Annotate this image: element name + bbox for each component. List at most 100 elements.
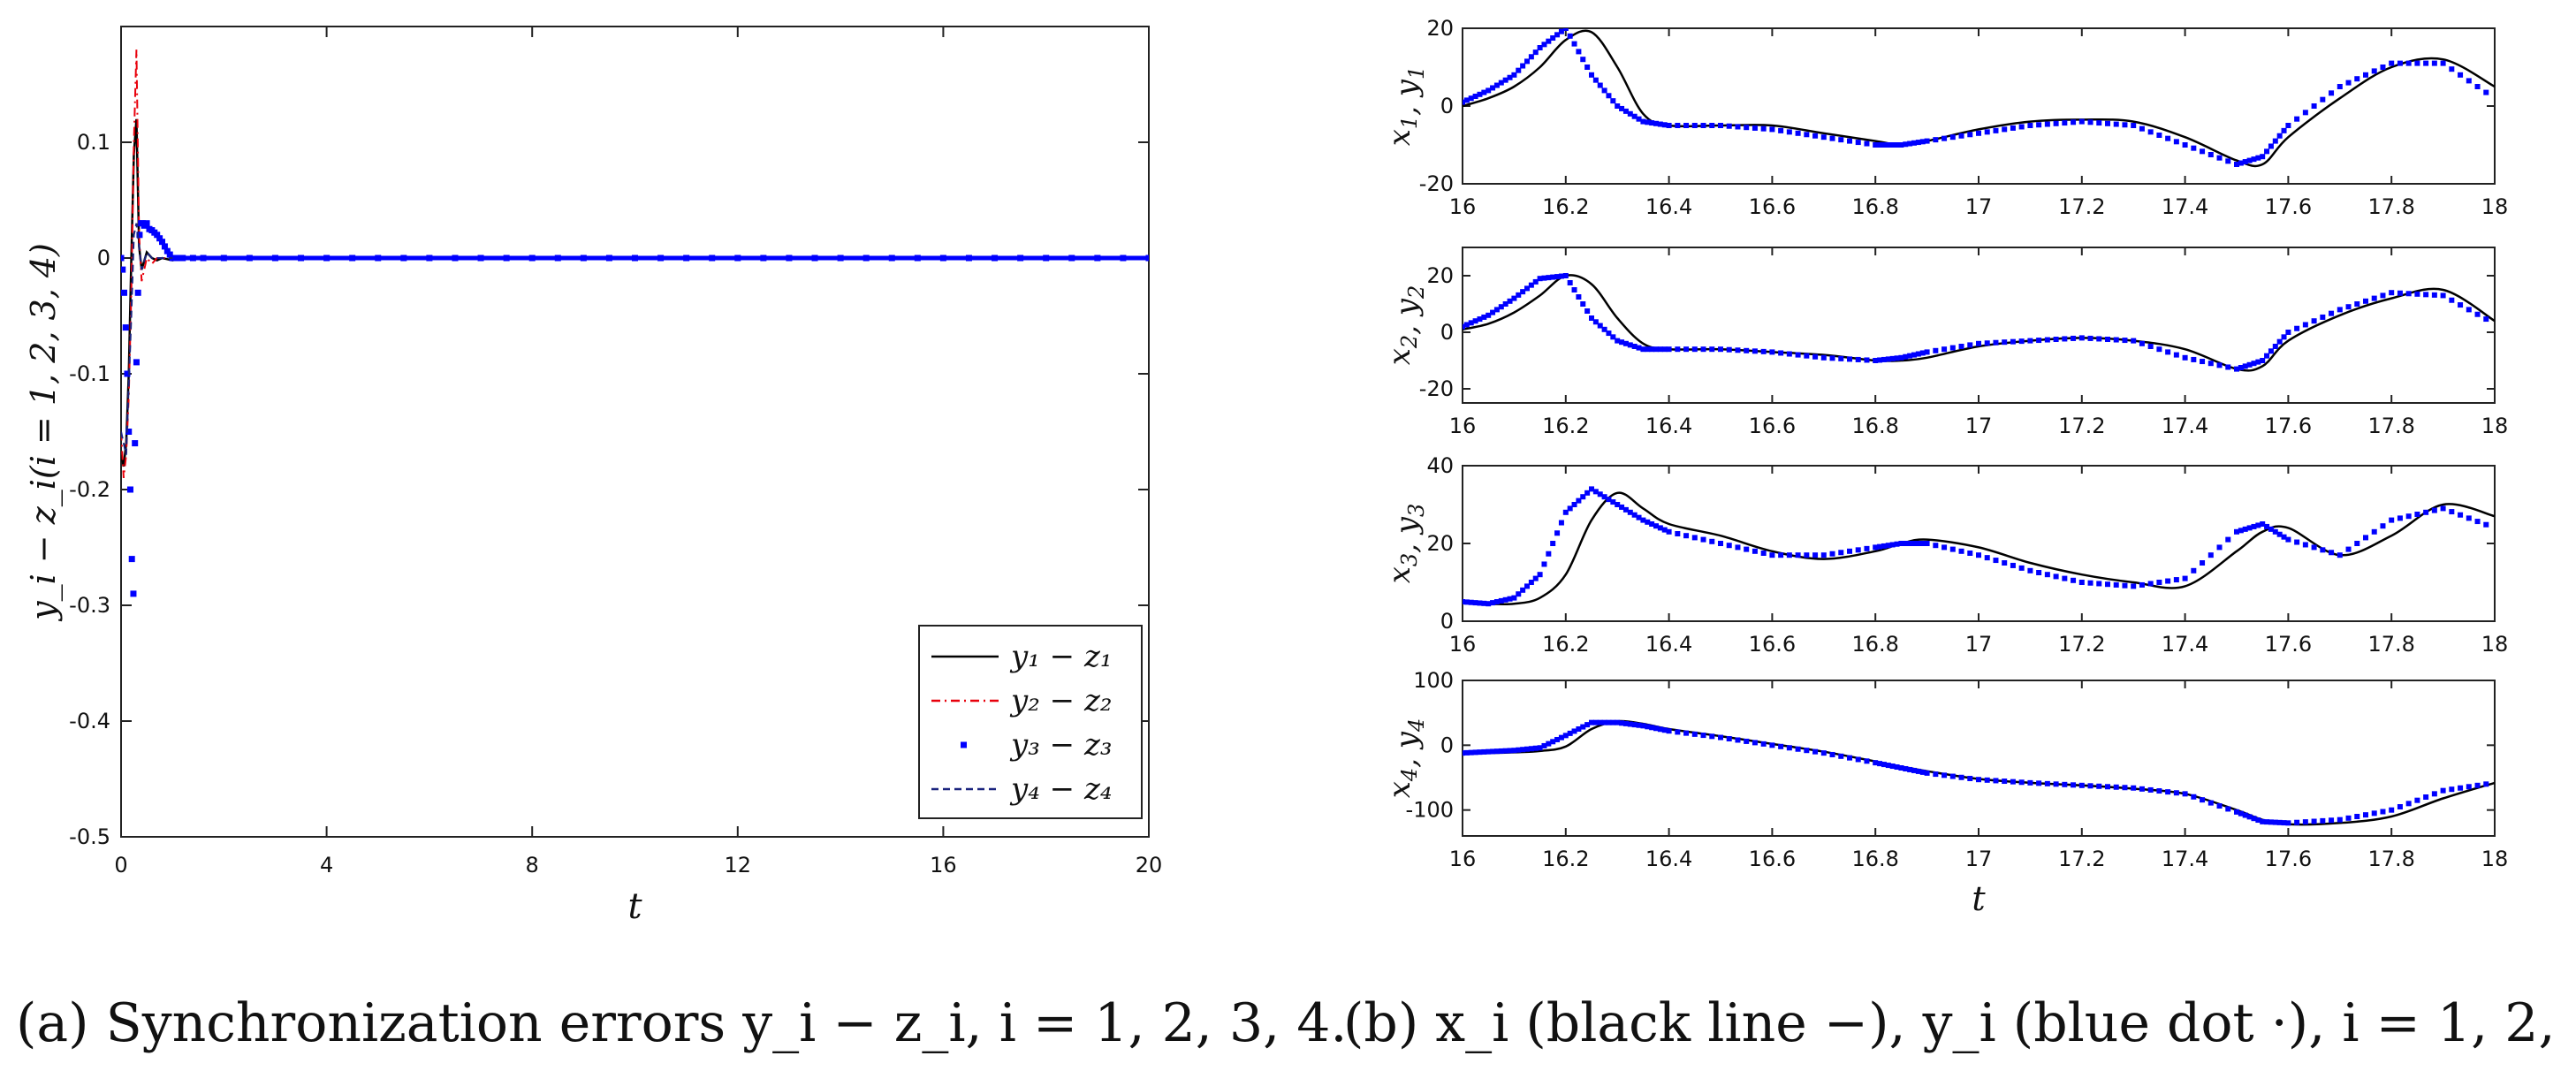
chart-b-y-point: [2131, 583, 2137, 589]
chart-b-y-point: [2264, 523, 2270, 529]
chart-b-y-point: [2414, 60, 2420, 66]
chart-b-y-point: [2131, 785, 2137, 791]
chart-b-y-point: [2122, 582, 2128, 589]
chart-b-y-point: [1606, 719, 1612, 725]
chart-b-y-point: [1610, 98, 1616, 104]
chart-b-y-point: [1532, 49, 1539, 56]
chart-b-y-point: [1718, 541, 1723, 546]
chart-b-xtick-label: 16.4: [1645, 847, 1692, 871]
chart-b-y-point: [2354, 76, 2360, 82]
chart-b-y-point: [2268, 348, 2274, 354]
chart-a-ylabel: y_i − z_i(i = 1, 2, 3, 4): [24, 243, 64, 622]
chart-b-y-point: [2139, 581, 2145, 588]
chart-b-xtick-label: 16.4: [1645, 194, 1692, 219]
chart-b-y-point: [1576, 726, 1582, 732]
chart-b-y-point: [2182, 791, 2188, 797]
chart-b-xtick-label: 18: [2481, 414, 2509, 438]
chart-b-y-point: [1778, 127, 1784, 133]
chart-b-y-point: [1481, 89, 1487, 95]
chart-b-y-point: [1589, 486, 1594, 492]
chart-b-y-point: [1864, 758, 1870, 764]
chart-b-y-point: [1873, 142, 1879, 148]
chart-b-xtick-label: 16: [1449, 632, 1477, 657]
chart-b-y-point: [1786, 351, 1792, 357]
chart-b-y-point: [2251, 816, 2257, 822]
chart-b-y-point: [1885, 356, 1891, 362]
chart-b-y-point: [1838, 137, 1844, 143]
chart-b-y-point: [1881, 543, 1887, 549]
chart-b-y-point: [2207, 361, 2214, 367]
chart-b-y-point: [2036, 780, 2042, 786]
chart-b-y-point: [2191, 356, 2197, 362]
chart-b-y-point: [1481, 748, 1487, 755]
chart-b-y-point: [1933, 137, 1939, 143]
chart-b-y-point: [1606, 330, 1612, 337]
chart-b-y-point: [2405, 513, 2412, 520]
chart-b-y-point: [1718, 734, 1723, 741]
chart-b-y-point: [1786, 129, 1792, 135]
chart-b-y-point: [2010, 338, 2016, 345]
chart-b-xtick-label: 16.2: [1542, 414, 1589, 438]
chart-b-y-point: [2246, 525, 2253, 531]
chart-b-ytick-label: 0: [1440, 94, 1454, 118]
chart-b-y-point: [2483, 781, 2489, 787]
chart-b-xtick-label: 17.8: [2367, 632, 2414, 657]
chart-b-xtick-label: 17.4: [2162, 847, 2208, 871]
chart-b-y-point: [1463, 99, 1465, 105]
chart-b-y-point: [2440, 505, 2446, 512]
chart-b-y-point: [1468, 599, 1474, 605]
chart-b-y-point: [2018, 565, 2025, 571]
chart-b-y-point: [1769, 126, 1775, 133]
chart-b-y-point: [1640, 517, 1646, 523]
chart-b-y-point: [2225, 806, 2231, 812]
chart-b-y-point: [1511, 295, 1517, 301]
chart-b-y-point: [1847, 138, 1852, 144]
caption-a-text: (a) Synchronization errors y_i − z_i, i …: [16, 992, 1348, 1054]
chart-b-y-point: [1636, 116, 1642, 122]
chart-b-plot-area: [1463, 28, 2495, 168]
chart-a-legend-label: y₄ − z₄: [1009, 771, 1112, 807]
chart-b-y-point: [2272, 528, 2278, 535]
chart-b-y-point: [2113, 121, 2119, 127]
chart-b-y-point: [2096, 581, 2102, 587]
chart-b-y-point: [2242, 159, 2248, 165]
chart-b-y-point: [1661, 727, 1668, 733]
chart-b-y-point: [1571, 502, 1577, 507]
chart-b-ylabel: x3, y3: [1382, 504, 1429, 584]
chart-b-y-point: [2397, 290, 2403, 296]
chart-b-y-point: [2018, 124, 2025, 130]
chart-a-point: [122, 324, 129, 331]
chart-b-y-point: [2165, 135, 2171, 141]
chart-b-y-point: [1567, 505, 1573, 512]
chart-b-y-point: [2078, 782, 2085, 788]
chart-b-y-point: [1537, 276, 1543, 282]
chart-b-y-point: [2027, 123, 2033, 128]
chart-b-y-point: [1949, 134, 1956, 141]
chart-b-xtick-label: 17.4: [2162, 632, 2208, 657]
chart-b-y-point: [1752, 348, 1758, 354]
chart-b-y-point: [2440, 60, 2446, 66]
chart-b-y-point: [1490, 309, 1496, 315]
chart-b-y-point: [1567, 33, 1573, 39]
chart-b-y-point: [2139, 340, 2145, 346]
chart-b-y-point: [1769, 742, 1775, 748]
chart-b-y-point: [2234, 528, 2239, 535]
chart-b-y-point: [2466, 78, 2472, 84]
chart-b-y-point: [1984, 129, 1990, 135]
chart-b-xtick-label: 16.8: [1851, 194, 1898, 219]
chart-b-y-point: [2311, 544, 2317, 551]
chart-b-y-point: [1567, 280, 1573, 285]
chart-b-y-point: [2225, 158, 2231, 164]
chart-b-y-point: [1657, 726, 1663, 733]
chart-b-xtick-label: 17.2: [2058, 847, 2105, 871]
chart-a-point: [128, 556, 135, 563]
chart-b-y-point: [2260, 358, 2266, 363]
chart-b-y-point: [1597, 82, 1603, 88]
chart-b-y-point: [1627, 110, 1633, 117]
chart-b-y-point: [1752, 548, 1758, 554]
chart-b-y-point: [1744, 125, 1750, 131]
chart-b-y-point: [2380, 65, 2386, 70]
chart-b-y-point: [2458, 302, 2464, 308]
chart-b-y-point: [1855, 356, 1861, 362]
